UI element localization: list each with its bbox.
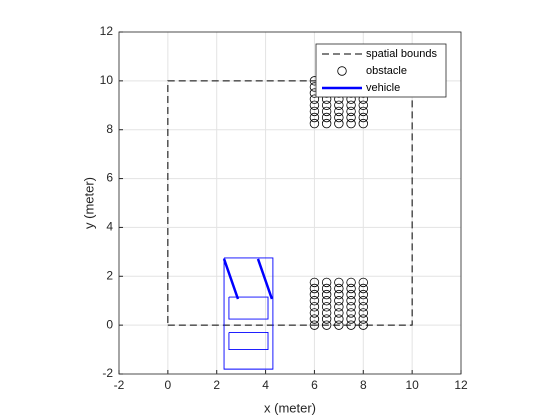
- obstacle-marker: [334, 112, 344, 123]
- x-tick-label: 8: [360, 378, 367, 392]
- x-tick-label: 6: [311, 378, 318, 392]
- series-line: [222, 258, 274, 300]
- obstacle-marker: [321, 296, 332, 306]
- obstacle-marker: [309, 308, 320, 318]
- obstacle-marker: [346, 320, 356, 330]
- x-tick-label: -2: [114, 378, 125, 392]
- y-tick-label: 10: [100, 73, 114, 87]
- y-tick-label: 2: [106, 268, 113, 282]
- obstacle-marker: [346, 283, 356, 294]
- obstacle-marker: [309, 296, 320, 306]
- obstacle-marker: [334, 106, 344, 117]
- obstacle-marker: [358, 302, 368, 312]
- obstacle-marker: [309, 100, 320, 110]
- obstacle-marker: [321, 308, 332, 318]
- obstacle-marker: [321, 283, 332, 294]
- obstacle-marker: [309, 289, 320, 300]
- legend-label: obstacle: [366, 65, 407, 77]
- vehicle-outline: [223, 257, 274, 370]
- obstacle-marker: [346, 112, 356, 123]
- legend-marker: [337, 66, 347, 76]
- obstacle-marker: [358, 289, 368, 300]
- obstacle-marker: [346, 302, 356, 312]
- obstacle-marker: [309, 302, 320, 312]
- obstacle-marker: [321, 118, 332, 129]
- obstacle-marker: [321, 302, 332, 312]
- obstacle-marker: [309, 94, 320, 104]
- obstacle-marker: [309, 283, 320, 294]
- obstacle-marker: [309, 118, 320, 129]
- obstacle-marker: [334, 320, 344, 330]
- obstacle-marker: [346, 308, 356, 318]
- obstacle-marker: [309, 320, 320, 330]
- obstacle-marker: [334, 289, 344, 300]
- obstacle-marker: [334, 308, 344, 318]
- obstacle-marker: [321, 289, 332, 300]
- obstacle-marker: [321, 106, 332, 117]
- obstacle-marker: [358, 100, 368, 110]
- legend: spatial bounds obstacle vehicle: [315, 43, 447, 98]
- obstacle-marker: [346, 118, 356, 129]
- y-tick-label: 0: [106, 317, 113, 331]
- obstacle-marker: [334, 100, 344, 110]
- obstacle-marker: [358, 118, 368, 129]
- obstacle-marker: [346, 100, 356, 110]
- y-tick-label: -2: [102, 366, 113, 380]
- y-tick-label: 4: [106, 220, 113, 234]
- x-tick-label: 12: [454, 378, 468, 392]
- obstacle-marker: [334, 118, 344, 129]
- obstacle-marker: [358, 320, 368, 330]
- obstacle-marker: [321, 320, 332, 330]
- obstacle-marker: [358, 308, 368, 318]
- obstacle-marker: [334, 302, 344, 312]
- obstacle-marker: [309, 314, 320, 324]
- obstacle-marker: [346, 314, 356, 324]
- axes-box: [118, 31, 462, 375]
- obstacle-marker: [334, 296, 344, 306]
- obstacle-marker: [346, 277, 356, 288]
- x-axis-label: x (meter): [264, 400, 316, 415]
- obstacle-marker: [346, 289, 356, 300]
- y-axis-label: y (meter): [81, 177, 96, 229]
- obstacle-marker: [334, 277, 344, 288]
- y-tick-label: 12: [100, 24, 114, 38]
- obstacle-marker: [309, 277, 320, 288]
- obstacle-marker: [309, 106, 320, 117]
- x-tick-label: 10: [405, 378, 419, 392]
- obstacle-marker: [358, 277, 368, 288]
- obstacle-marker: [358, 296, 368, 306]
- obstacle-marker: [321, 112, 332, 123]
- obstacle-marker: [309, 112, 320, 123]
- obstacle-marker: [321, 277, 332, 288]
- y-tick-label: 6: [106, 171, 113, 185]
- obstacle-marker: [321, 100, 332, 110]
- x-tick-label: 2: [213, 378, 220, 392]
- obstacle-marker: [334, 314, 344, 324]
- legend-label: spatial bounds: [366, 48, 437, 60]
- y-tick-label: 8: [106, 122, 113, 136]
- obstacle-marker: [334, 283, 344, 294]
- obstacle-marker: [321, 314, 332, 324]
- obstacle-marker: [346, 106, 356, 117]
- x-tick-label: 0: [165, 378, 172, 392]
- obstacle-marker: [358, 283, 368, 294]
- legend-label: vehicle: [366, 82, 400, 94]
- obstacle-marker: [358, 106, 368, 117]
- obstacle-marker: [358, 112, 368, 123]
- obstacle-marker: [358, 314, 368, 324]
- x-tick-label: 4: [262, 378, 269, 392]
- obstacle-marker: [346, 296, 356, 306]
